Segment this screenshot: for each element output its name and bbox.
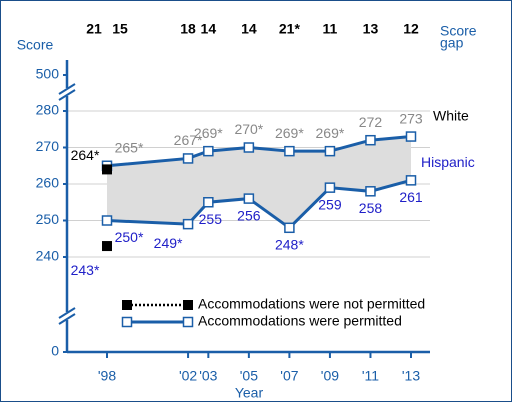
x-tick-label: '98	[98, 368, 116, 384]
x-tick-label: '07	[280, 368, 298, 384]
score-gap: 18	[180, 21, 196, 37]
gap-title: Score	[440, 23, 477, 39]
point	[405, 175, 417, 186]
value-label: 269*	[316, 125, 345, 141]
y-tick-label: 280	[36, 102, 60, 118]
point	[203, 145, 214, 157]
value-label: 269*	[194, 125, 223, 141]
series-name: White	[433, 107, 469, 123]
axis-break	[58, 89, 76, 101]
legend-marker	[122, 300, 132, 310]
x-tick-label: '09	[321, 368, 339, 384]
value-label: 256	[237, 207, 261, 223]
value-label: 243*	[71, 262, 100, 278]
point-not-permitted	[102, 241, 112, 252]
value-label: 269*	[275, 125, 304, 141]
point	[284, 145, 295, 157]
score-gap: 21*	[279, 21, 301, 37]
legend-marker	[183, 300, 193, 310]
value-label: 248*	[275, 237, 304, 253]
legend-label: Accommodations were not permitted	[198, 296, 425, 312]
point	[101, 215, 113, 226]
value-label: 259	[318, 196, 342, 212]
score-gap: 15	[112, 21, 128, 37]
point	[405, 131, 417, 142]
score-gap: 14	[241, 21, 257, 37]
point	[182, 218, 194, 230]
value-label: 250*	[115, 229, 144, 245]
x-tick-label: '11	[362, 368, 379, 384]
x-tick-label: '13	[402, 368, 420, 384]
y-tick-label: 260	[36, 175, 60, 191]
value-label: 258	[359, 200, 383, 216]
value-label: 270*	[234, 121, 263, 137]
y-tick-label: 250	[36, 211, 60, 227]
y-axis-label: Score	[17, 37, 54, 53]
value-label: 265*	[115, 139, 144, 155]
point	[243, 142, 255, 153]
point	[182, 153, 194, 164]
x-tick-label: '02	[179, 368, 197, 384]
value-label: 273	[399, 110, 423, 126]
axis-break	[58, 313, 76, 325]
y-tick-label: 240	[36, 248, 60, 264]
value-label: 249*	[154, 235, 183, 251]
value-label: 272	[359, 114, 383, 130]
value-label: 255	[199, 211, 223, 227]
score-gap: 13	[363, 21, 379, 37]
axis-break-gap	[59, 88, 75, 96]
y-tick-label: 270	[36, 138, 60, 154]
legend-label: Accommodations were permitted	[198, 313, 402, 329]
point	[324, 182, 336, 193]
value-label: 261	[399, 189, 423, 205]
point	[243, 193, 255, 204]
point	[365, 186, 376, 197]
point	[365, 134, 376, 146]
score-gap: 11	[323, 21, 338, 37]
axis-break	[58, 83, 76, 95]
score-gap: 12	[403, 21, 419, 37]
y-tick-label: 500	[36, 66, 60, 82]
value-label: 264*	[71, 147, 100, 163]
axis-break-gap	[59, 312, 75, 320]
gap-title: gap	[440, 35, 464, 51]
point-not-permitted	[102, 164, 112, 175]
legend-marker	[121, 316, 133, 328]
axis-break	[58, 307, 76, 319]
point	[324, 145, 336, 157]
value-label: 267*	[174, 132, 203, 148]
score-gap: 21	[86, 21, 102, 37]
x-tick-label: '03	[199, 368, 217, 384]
legend-marker	[182, 316, 194, 328]
y-tick-label: 0	[51, 343, 59, 359]
x-axis-label: Year	[235, 385, 264, 401]
score-gap: 14	[201, 21, 217, 37]
point	[203, 197, 214, 208]
point	[284, 222, 295, 234]
series-name: Hispanic	[421, 154, 475, 170]
x-tick-label: '05	[240, 368, 258, 384]
